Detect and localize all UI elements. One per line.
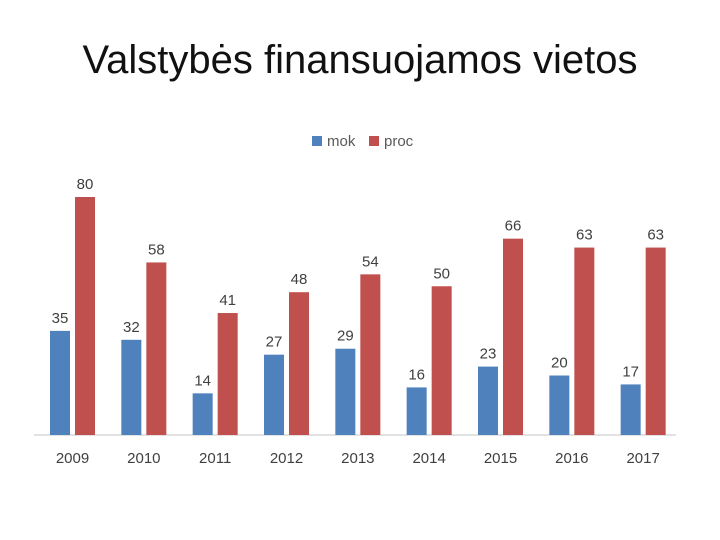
chart-legend: mok proc [312,133,414,150]
bar-proc-2014 [431,286,452,435]
data-label-proc-2015: 66 [505,218,522,235]
bar-proc-2009 [75,197,95,435]
bar-mok-2015 [478,366,498,435]
data-label-mok-2011: 14 [194,372,211,389]
legend-swatch-proc [369,136,379,146]
legend-label-mok: mok [327,133,356,150]
bar-proc-2016 [574,247,595,435]
x-tick-label-2014: 2014 [412,450,445,467]
x-tick-label-2010: 2010 [127,450,160,467]
data-label-mok-2013: 29 [337,328,354,345]
data-label-mok-2017: 17 [622,363,639,380]
data-label-mok-2009: 35 [52,310,69,327]
bar-mok-2011 [192,393,213,435]
x-tick-label-2009: 2009 [56,450,89,467]
x-tick-label-2015: 2015 [484,450,517,467]
legend-label-proc: proc [384,133,414,150]
data-label-mok-2015: 23 [480,346,497,363]
data-label-mok-2012: 27 [266,334,283,351]
data-label-proc-2011: 41 [219,292,236,309]
x-tick-label-2012: 2012 [270,450,303,467]
data-label-proc-2012: 48 [291,271,308,288]
data-label-proc-2013: 54 [362,253,379,270]
x-tick-label-2013: 2013 [341,450,374,467]
x-tick-label-2017: 2017 [626,450,659,467]
bar-mok-2012 [264,354,284,435]
bar-mok-2016 [549,375,570,435]
data-label-proc-2009: 80 [77,176,94,193]
bar-proc-2017 [645,247,666,435]
data-label-proc-2017: 63 [647,227,664,244]
data-label-mok-2014: 16 [408,366,425,383]
labels-group: 35 80 32 58 14 41 27 48 29 54 16 50 23 66 20 63 17 63 [52,176,664,389]
bars-group [50,197,666,435]
bar-proc-2013 [360,274,381,435]
bar-proc-2015 [503,238,523,435]
slide-title: Valstybės finansuojamos vietos [82,38,638,82]
data-label-proc-2014: 50 [433,265,450,282]
x-tick-label-2011: 2011 [199,450,231,467]
bar-proc-2012 [289,292,309,435]
bar-mok-2013 [335,348,356,435]
x-tick-label-2016: 2016 [555,450,588,467]
ticks-group: 2009 2010 2011 2012 2013 2014 2015 2016 2017 [56,450,660,467]
bar-proc-2011 [217,313,238,435]
bar-proc-2010 [146,262,167,435]
data-label-proc-2010: 58 [148,241,165,258]
legend-swatch-mok [312,136,322,146]
data-label-mok-2016: 20 [551,355,568,372]
bar-mok-2010 [121,339,142,435]
data-label-proc-2016: 63 [576,227,593,244]
data-label-mok-2010: 32 [123,319,140,336]
bar-mok-2017 [620,384,641,435]
bar-mok-2014 [406,387,427,435]
bar-mok-2009 [50,330,70,435]
